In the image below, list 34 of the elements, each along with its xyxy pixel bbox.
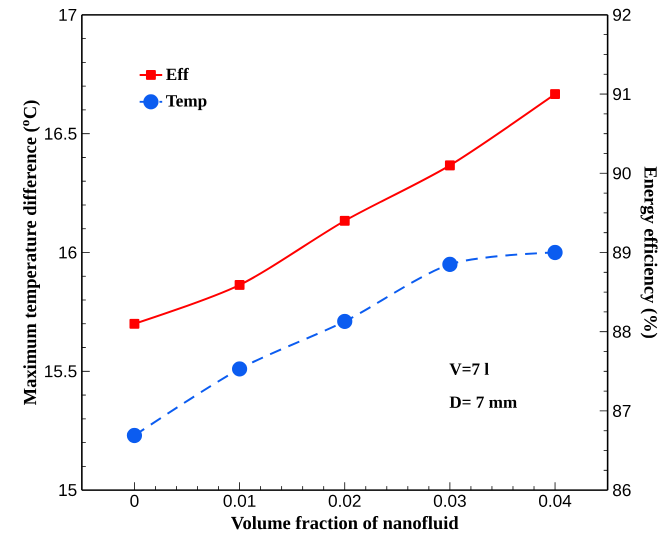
y2-tick-label: 92 <box>613 8 631 22</box>
point <box>444 160 455 171</box>
x-tick-label: 0.04 <box>539 494 572 508</box>
legend-label: Temp <box>166 95 206 110</box>
point <box>340 216 350 226</box>
y2-tick-label: 89 <box>613 246 631 259</box>
y2-tick-label: 86 <box>613 484 631 496</box>
y-tick-label: 16.5 <box>45 128 76 140</box>
y2-tick-label: 87 <box>613 405 631 418</box>
point <box>232 362 248 377</box>
y-tick-label: 15 <box>59 484 76 496</box>
y-axis-title: Maximum temperature difference ($^{o}$C) <box>23 100 40 406</box>
legend-label: Eff <box>166 68 189 80</box>
x-tick-label: 0.02 <box>328 494 361 508</box>
y-tick-label: 17 <box>59 9 76 21</box>
point <box>234 280 245 290</box>
y-tick-label: 16 <box>59 246 76 259</box>
point <box>126 428 142 444</box>
point <box>129 319 140 329</box>
point <box>550 89 560 100</box>
x-tick-label: 0.03 <box>434 494 466 508</box>
point <box>442 256 458 272</box>
x-tick-label: 0 <box>130 494 139 508</box>
y2-tick-label: 91 <box>613 88 631 100</box>
y2-tick-label: 88 <box>613 326 631 338</box>
point <box>547 245 563 260</box>
x-axis-title: Volume fraction of nanofluid <box>231 516 458 530</box>
annotation: D= 7 mm <box>450 396 517 408</box>
point <box>337 314 352 330</box>
y-tick-label: 15.5 <box>45 366 76 378</box>
y2-axis-title: Energy efficiency (%) <box>640 166 658 338</box>
y2-tick-label: 90 <box>613 167 631 180</box>
annotation: V=7 l <box>449 363 489 376</box>
x-tick-label: 0.01 <box>224 494 256 508</box>
